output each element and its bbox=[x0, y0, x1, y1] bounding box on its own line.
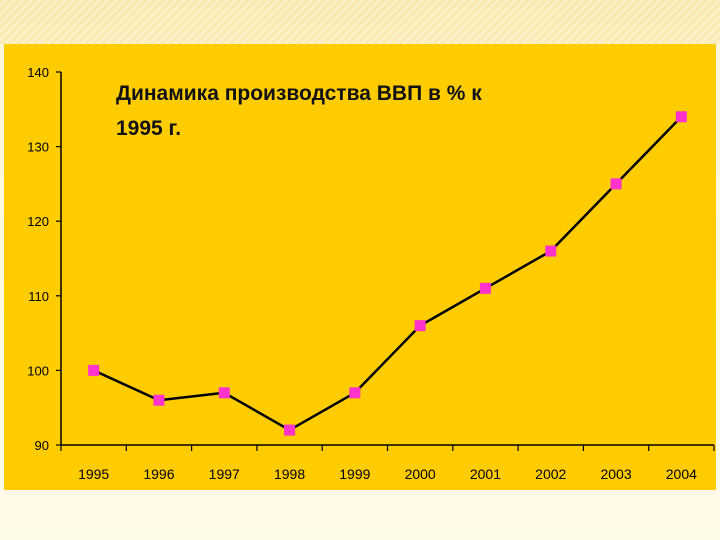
x-tick-label: 1995 bbox=[78, 466, 109, 482]
data-point-marker bbox=[675, 111, 687, 123]
x-tick-label: 2004 bbox=[666, 466, 697, 482]
y-tick-label: 120 bbox=[27, 214, 49, 229]
x-tick-label: 1999 bbox=[339, 466, 370, 482]
data-point-marker bbox=[153, 394, 165, 406]
data-point-marker bbox=[218, 387, 230, 399]
chart-title-line-2: 1995 г. bbox=[116, 117, 181, 140]
x-tick-label: 2001 bbox=[470, 466, 501, 482]
y-ticks: 90 100 110 120 130 140 bbox=[27, 65, 61, 453]
data-point-marker bbox=[479, 282, 491, 294]
x-tick-label: 1998 bbox=[274, 466, 305, 482]
data-point-marker bbox=[284, 424, 296, 436]
x-tick-label: 2002 bbox=[535, 466, 566, 482]
x-tick-label: 2003 bbox=[600, 466, 631, 482]
y-tick-label: 130 bbox=[27, 140, 49, 155]
y-tick-label: 100 bbox=[27, 363, 49, 378]
data-point-marker bbox=[349, 387, 361, 399]
data-point-marker bbox=[610, 178, 622, 190]
data-points bbox=[88, 111, 687, 436]
y-tick-label: 140 bbox=[27, 65, 49, 80]
chart-panel bbox=[4, 44, 716, 490]
decorative-top-band bbox=[0, 0, 720, 44]
x-tick-label: 1996 bbox=[143, 466, 174, 482]
y-tick-label: 110 bbox=[28, 289, 49, 304]
x-ticks: 1995 1996 1997 1998 1999 2000 2001 2002 2003 2004 bbox=[60, 445, 715, 482]
data-point-marker bbox=[545, 245, 557, 257]
data-point-marker bbox=[88, 364, 100, 376]
x-tick-label: 2000 bbox=[405, 466, 436, 482]
data-point-marker bbox=[414, 320, 426, 332]
chart-title-line-1: Динамика производства ВВП в % к bbox=[116, 82, 482, 105]
y-tick-label: 90 bbox=[35, 438, 49, 453]
x-tick-label: 1997 bbox=[209, 466, 240, 482]
series-line bbox=[93, 115, 683, 432]
